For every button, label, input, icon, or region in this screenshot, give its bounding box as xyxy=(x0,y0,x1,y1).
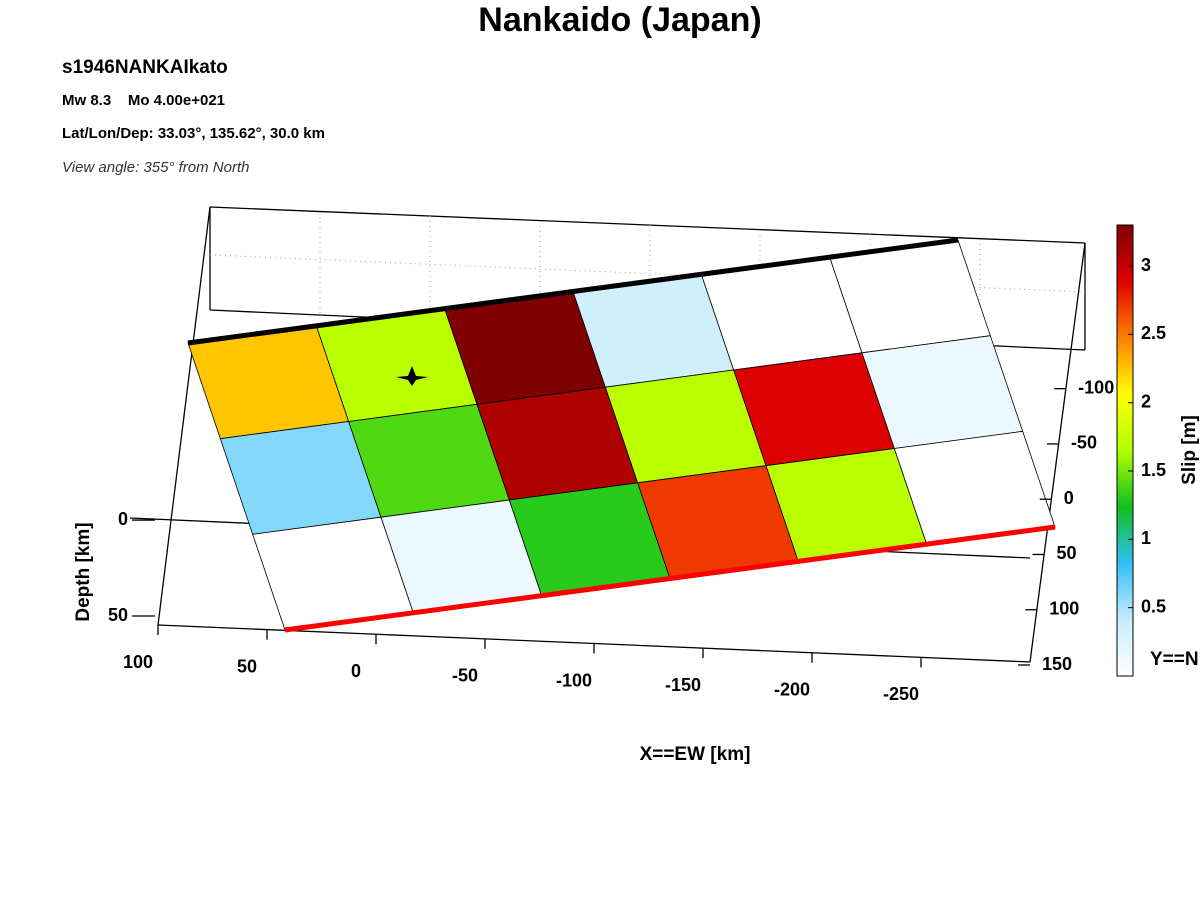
z-tick-label: 50 xyxy=(108,605,128,625)
z-tick-label: 0 xyxy=(118,509,128,529)
y-tick-label: 50 xyxy=(1056,543,1076,563)
x-tick-label: 100 xyxy=(123,652,153,672)
view-angle: View angle: 355° from North xyxy=(62,159,250,176)
colorbar-tick-label: 2 xyxy=(1141,391,1151,411)
magnitude: Mw 8.3 Mo 4.00e+021 xyxy=(62,92,225,109)
colorbar xyxy=(1116,224,1134,677)
x-tick-label: -200 xyxy=(774,680,810,700)
event-name: s1946NANKAIkato xyxy=(62,57,228,78)
colorbar-tick-label: 3 xyxy=(1141,255,1151,275)
y-tick-label: 0 xyxy=(1064,488,1074,508)
x-tick-label: -50 xyxy=(452,666,478,686)
y-axis-label: Y==N xyxy=(1150,649,1199,670)
x-tick-label: 0 xyxy=(351,661,361,681)
x-tick-label: -250 xyxy=(883,684,919,704)
colorbar-tick-label: 1.5 xyxy=(1141,460,1166,480)
z-axis-label: Depth [km] xyxy=(73,522,94,621)
y-tick-label: 150 xyxy=(1042,654,1072,674)
x-axis-label: X==EW [km] xyxy=(640,744,751,765)
hypocenter xyxy=(396,366,428,386)
colorbar-tick-label: 1 xyxy=(1141,528,1151,548)
x-tick-label: -150 xyxy=(665,675,701,695)
colorbar-tick-label: 0.5 xyxy=(1141,596,1166,616)
x-tick-label: 50 xyxy=(237,656,257,676)
y-tick-label: -100 xyxy=(1078,377,1114,397)
y-tick-label: 100 xyxy=(1049,598,1079,618)
location: Lat/Lon/Dep: 33.03°, 135.62°, 30.0 km xyxy=(62,125,325,142)
x-tick-label: -100 xyxy=(556,670,592,690)
chart-title: Nankaido (Japan) xyxy=(478,1,761,39)
colorbar-tick-label: 2.5 xyxy=(1141,323,1166,343)
fault-edges xyxy=(187,237,1056,633)
y-tick-label: -50 xyxy=(1071,433,1097,453)
colorbar-label: Slip [m] xyxy=(1179,415,1200,485)
